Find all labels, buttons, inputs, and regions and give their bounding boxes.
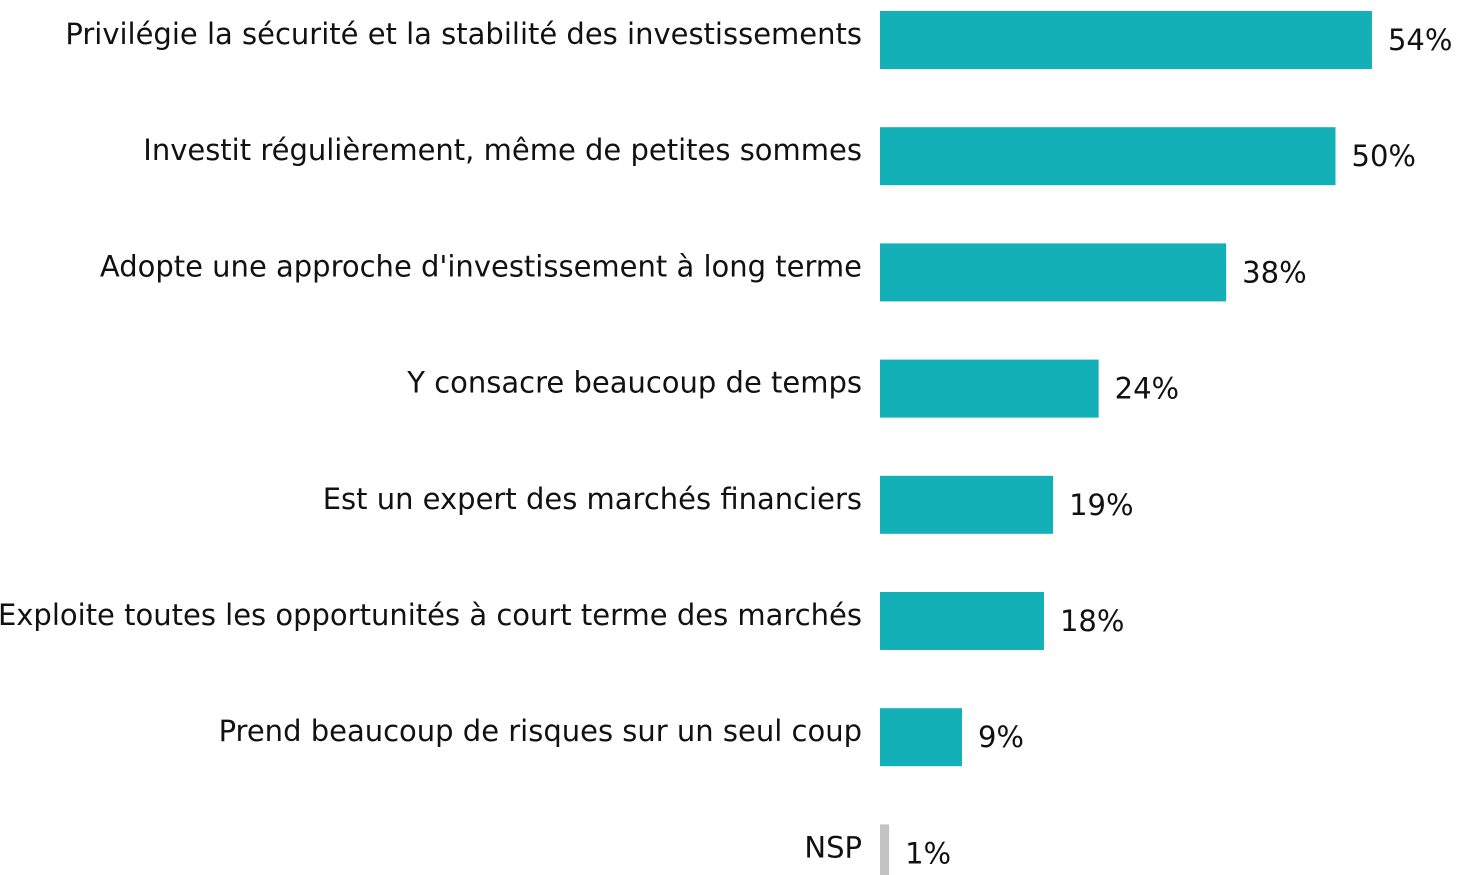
category-label: Investit régulièrement, même de petites … — [143, 133, 862, 167]
value-label: 18% — [1060, 604, 1124, 638]
bar — [880, 243, 1227, 302]
bar — [880, 127, 1336, 186]
category-label: Privilégie la sécurité et la stabilité d… — [65, 17, 862, 51]
bar — [880, 359, 1099, 418]
category-label: NSP — [804, 830, 862, 864]
value-label: 9% — [978, 720, 1024, 754]
value-label: 24% — [1115, 372, 1179, 406]
bar — [880, 11, 1372, 69]
category-label: Prend beaucoup de risques sur un seul co… — [219, 714, 862, 748]
value-label: 1% — [905, 836, 951, 870]
bar — [880, 824, 890, 875]
category-label: Adopte une approche d'investissement à l… — [100, 249, 862, 283]
value-label: 19% — [1069, 488, 1133, 522]
category-label: Y consacre beaucoup de temps — [406, 366, 862, 400]
bar — [880, 592, 1044, 650]
value-label: 38% — [1242, 255, 1306, 289]
bar — [880, 708, 962, 767]
value-label: 50% — [1352, 139, 1416, 173]
bar — [880, 475, 1054, 534]
value-label: 54% — [1388, 23, 1452, 57]
category-label: Exploite toutes les opportunités à court… — [0, 598, 862, 632]
category-label: Est un expert des marchés financiers — [323, 482, 862, 516]
